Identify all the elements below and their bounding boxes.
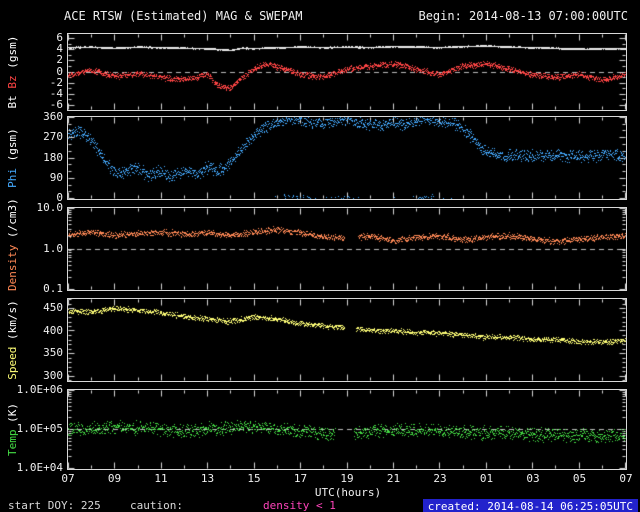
y-axis-label-part: (km/s) xyxy=(6,300,19,340)
ytick-density-2: 0.1 xyxy=(43,282,63,295)
ytick-phi-4: 0 xyxy=(56,191,63,204)
ytick-speed-1: 400 xyxy=(43,323,63,337)
ytick-mag-2: 2 xyxy=(56,53,63,67)
y-axis-label-part: Bz xyxy=(6,68,19,89)
xtick-07-12: 07 xyxy=(619,472,633,485)
panel-canvas-temp xyxy=(68,390,626,469)
ytick-density-0: 10.0 xyxy=(36,201,64,214)
ytick-density-1: 1.0 xyxy=(43,241,63,255)
y-axis-label-part: Speed xyxy=(6,340,19,380)
xtick-03-10: 03 xyxy=(526,472,540,485)
ytick-temp-2: 1.0E+04 xyxy=(16,461,63,474)
begin-timestamp: Begin: 2014-08-13 07:00:00UTC xyxy=(418,9,628,23)
panel-canvas-mag xyxy=(68,34,626,110)
ytick-mag-5: -4 xyxy=(49,86,63,100)
y-axis-label-phi: Phi (gsm) xyxy=(6,116,19,200)
xtick-13-3: 13 xyxy=(200,472,215,485)
y-axis-label-part: (gsm) xyxy=(6,128,19,162)
xtick-19-6: 19 xyxy=(340,472,354,485)
panel-canvas-density xyxy=(68,208,626,290)
xtick-05-11: 05 xyxy=(572,472,587,485)
xtick-21-7: 21 xyxy=(386,472,401,485)
ytick-speed-2: 350 xyxy=(43,346,63,359)
caution-label: caution: xyxy=(130,499,183,512)
caution-value: density < 1 xyxy=(263,499,336,512)
ytick-speed-3: 300 xyxy=(43,368,63,382)
ytick-phi-2: 180 xyxy=(43,150,63,164)
ytick-mag-1: 4 xyxy=(56,42,63,56)
ytick-mag-3: 0 xyxy=(56,64,63,78)
ytick-mag-0: 6 xyxy=(56,31,63,45)
xtick-11-2: 11 xyxy=(154,472,168,485)
start-doy-label: start DOY: 225 xyxy=(8,499,101,512)
panel-density xyxy=(67,207,627,291)
panel-canvas-speed xyxy=(68,299,626,381)
ytick-phi-3: 90 xyxy=(49,170,63,184)
ytick-temp-0: 1.0E+06 xyxy=(16,383,63,396)
y-axis-label-part: Phi xyxy=(6,161,19,188)
y-axis-label-temp: Temp (K) xyxy=(6,389,19,470)
ytick-speed-0: 450 xyxy=(43,301,63,314)
y-axis-label-mag: Bt Bz (gsm) xyxy=(6,33,19,111)
panel-phi xyxy=(67,116,627,200)
xtick-17-5: 17 xyxy=(293,472,308,485)
y-axis-label-part: Bt xyxy=(6,88,19,109)
x-axis-title: UTC(hours) xyxy=(314,486,382,499)
panel-temp xyxy=(67,389,627,470)
panel-speed xyxy=(67,298,627,382)
ytick-mag-4: -2 xyxy=(49,75,63,89)
xtick-07-0: 07 xyxy=(61,472,75,485)
xtick-09-1: 09 xyxy=(107,472,122,485)
y-axis-label-part: (K) xyxy=(6,403,19,423)
xtick-15-4: 15 xyxy=(247,472,261,485)
ytick-phi-0: 360 xyxy=(43,110,63,123)
panel-mag xyxy=(67,33,627,111)
y-axis-label-density: Density (/cm3) xyxy=(6,198,19,291)
panel-canvas-phi xyxy=(68,117,626,199)
y-axis-label-part: (/cm3) xyxy=(6,198,19,239)
y-axis-label-part: Temp xyxy=(6,422,19,457)
xtick-01-9: 01 xyxy=(479,472,494,485)
y-axis-label-speed: Speed (km/s) xyxy=(6,298,19,382)
xtick-23-8: 23 xyxy=(433,472,447,485)
plot-title: ACE RTSW (Estimated) MAG & SWEPAM xyxy=(64,9,303,23)
y-axis-label-part: (gsm) xyxy=(6,35,19,69)
y-axis-label-part: Density xyxy=(6,238,19,291)
ytick-mag-6: -6 xyxy=(49,97,63,111)
created-timestamp: created: 2014-08-14 06:25:05UTC xyxy=(422,499,638,512)
ytick-phi-1: 270 xyxy=(43,130,63,144)
ytick-temp-1: 1.0E+05 xyxy=(16,422,63,435)
